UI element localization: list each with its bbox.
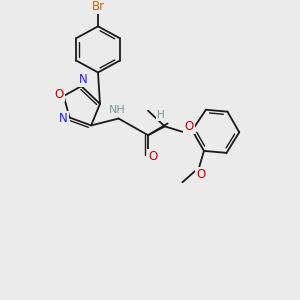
Text: O: O [196,168,206,181]
Text: N: N [59,112,68,125]
Text: Br: Br [92,0,105,13]
Text: O: O [148,150,158,163]
Text: H: H [157,110,165,120]
Text: O: O [54,88,63,100]
Text: NH: NH [109,105,126,115]
Text: O: O [184,120,194,133]
Text: N: N [79,73,88,86]
